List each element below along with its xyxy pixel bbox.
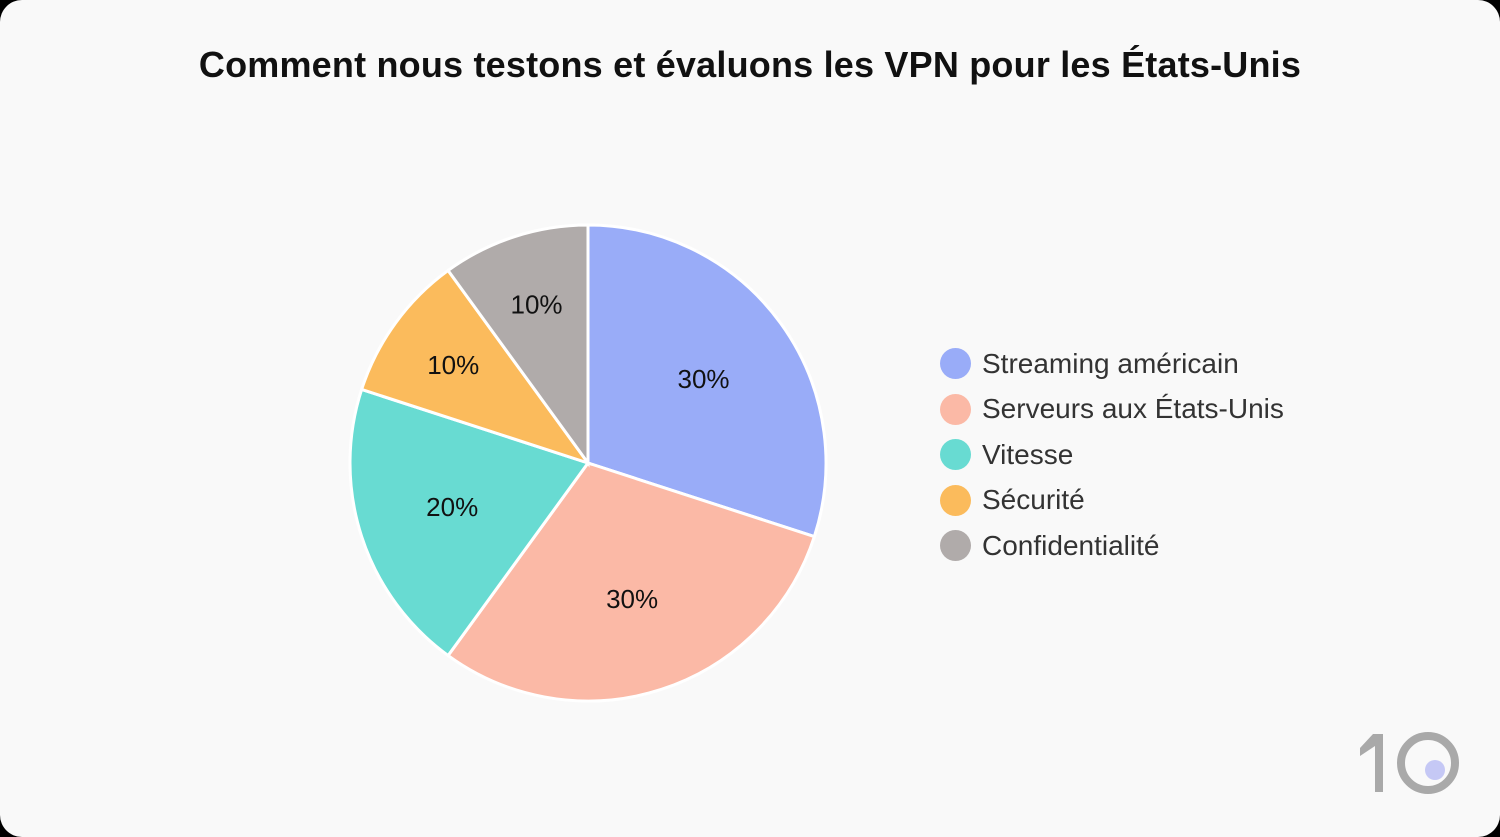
logo bbox=[1360, 732, 1459, 794]
logo-dot bbox=[1425, 760, 1445, 780]
legend-swatch bbox=[940, 484, 971, 516]
chart-title: Comment nous testons et évaluons les VPN… bbox=[198, 44, 1302, 85]
slice-label: 30% bbox=[606, 584, 658, 614]
legend-swatch bbox=[940, 439, 971, 471]
legend-label: Serveurs aux États-Unis bbox=[982, 393, 1284, 425]
legend-label: Streaming américain bbox=[982, 347, 1239, 379]
pie-slice bbox=[586, 223, 828, 539]
slice-label: 10% bbox=[427, 350, 479, 380]
legend-label: Confidentialité bbox=[982, 529, 1160, 561]
legend-label: Vitesse bbox=[982, 438, 1074, 470]
legend-item: Streaming américain bbox=[940, 341, 1284, 387]
legend-label: Sécurité bbox=[982, 484, 1085, 516]
legend: Streaming américain Serveurs aux États-Un… bbox=[940, 341, 1284, 569]
legend-item: Sécurité bbox=[940, 478, 1284, 524]
pie-slice bbox=[359, 268, 592, 466]
legend-item: Vitesse bbox=[940, 432, 1284, 478]
pie-slice bbox=[348, 387, 591, 658]
slice-label: 10% bbox=[510, 290, 562, 320]
pie-slice bbox=[446, 461, 817, 703]
slice-label: 20% bbox=[426, 492, 478, 522]
legend-swatch bbox=[940, 530, 971, 562]
pie-slice bbox=[446, 223, 590, 468]
legend-swatch bbox=[940, 393, 971, 425]
legend-item: Serveurs aux États-Unis bbox=[940, 387, 1284, 433]
slice-label: 30% bbox=[678, 364, 730, 394]
legend-item: Confidentialité bbox=[940, 523, 1284, 569]
legend-swatch bbox=[940, 348, 971, 380]
